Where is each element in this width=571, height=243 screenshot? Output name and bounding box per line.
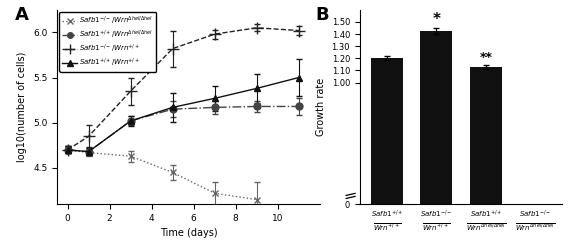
X-axis label: Time (days): Time (days) [160, 228, 217, 238]
Text: A: A [15, 6, 29, 24]
Y-axis label: log10(number of cells): log10(number of cells) [18, 52, 27, 162]
Bar [371, 58, 403, 204]
Legend: $\it{Safb1}$$^{-/-}$/$\it{Wrn}$$^{\Delta hel/\Delta hel}$, $\it{Safb1}$$^{+/+}$/: $\it{Safb1}$$^{-/-}$/$\it{Wrn}$$^{\Delta… [59, 12, 156, 72]
Text: *: * [432, 12, 440, 27]
Bar [470, 67, 502, 204]
Bar [420, 31, 452, 204]
Text: **: ** [479, 51, 492, 64]
Y-axis label: Growth rate: Growth rate [316, 78, 326, 136]
Text: B: B [315, 6, 329, 24]
